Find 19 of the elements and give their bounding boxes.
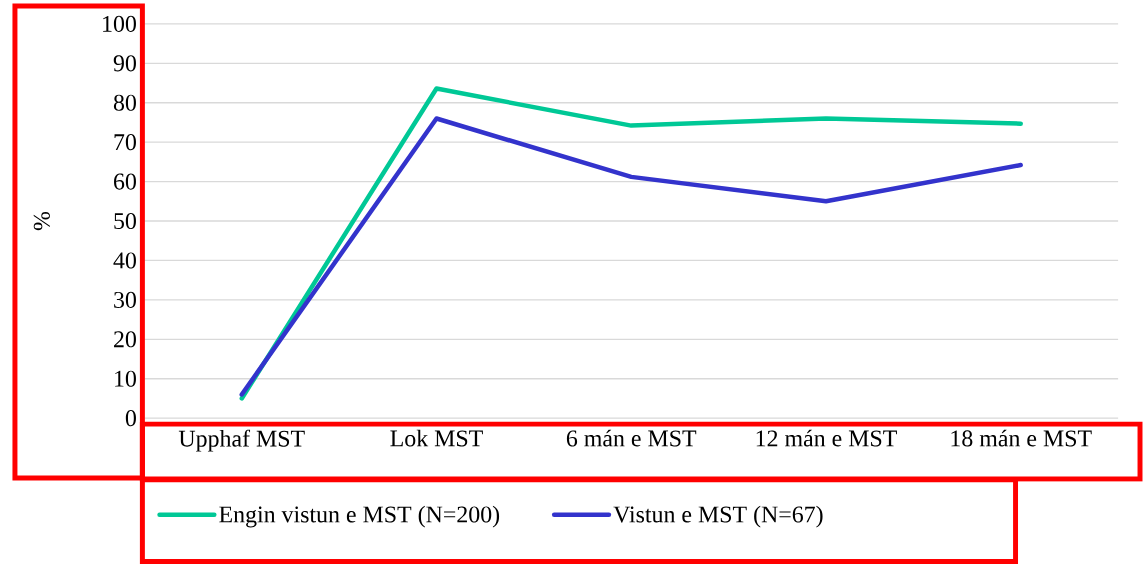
y-tick-label: 20 xyxy=(114,331,136,348)
y-tick-label: 70 xyxy=(114,134,136,151)
y-tick-label: 30 xyxy=(114,292,136,309)
x-tick-label: Lok MST xyxy=(390,429,483,447)
x-tick-label: Upphaf MST xyxy=(178,429,305,452)
y-tick-label: 0 xyxy=(125,410,136,427)
legend-label: Vistun e MST (N=67) xyxy=(613,505,823,528)
x-tick-label: 6 mán e MST xyxy=(566,429,697,447)
y-tick-label: 80 xyxy=(113,94,136,112)
y-tick-label: 50 xyxy=(114,213,136,230)
y-tick-label: 10 xyxy=(115,370,136,388)
y-tick-label: 40 xyxy=(113,252,136,269)
y-tick-label: 60 xyxy=(114,173,136,190)
x-tick-label: 18 mán e MST xyxy=(951,429,1092,447)
y-tick-label: 100 xyxy=(103,16,136,33)
y-axis-title: % xyxy=(33,212,50,231)
x-tick-label: 12 mán e MST xyxy=(756,429,897,447)
y-tick-label: 90 xyxy=(113,55,136,72)
legend-label: Engin vistun e MST (N=200) xyxy=(219,505,500,528)
